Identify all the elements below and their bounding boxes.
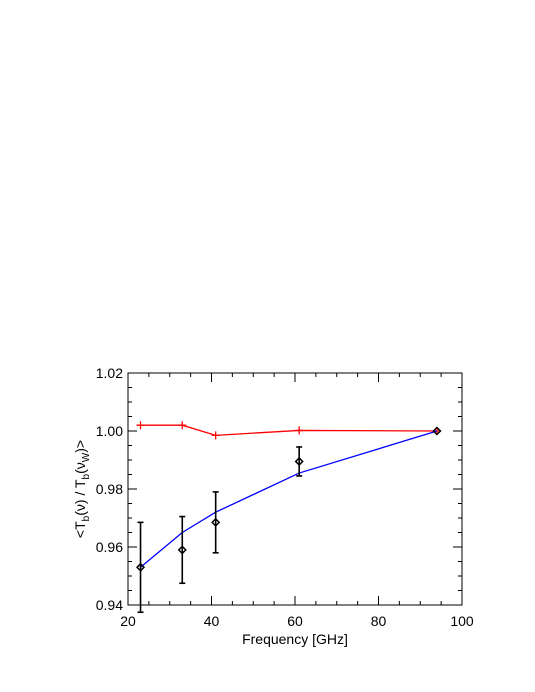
series-layer [135, 421, 442, 614]
plus-marker [295, 426, 304, 435]
x-tick-label: 80 [371, 613, 387, 629]
x-tick-label: 20 [120, 613, 136, 629]
y-title-part-2: (ν) / T [72, 479, 88, 516]
series-line [140, 424, 437, 437]
plus-marker [211, 431, 220, 440]
y-tick-label: 0.96 [96, 539, 123, 555]
y-title-sub-3: W [81, 452, 92, 462]
diamond-marker [177, 545, 187, 555]
y-title-part-4: )> [72, 440, 88, 453]
y-title-part-3: (ν [72, 462, 88, 474]
y-tick-label: 1.00 [96, 423, 123, 439]
diamond-marker [432, 426, 442, 436]
y-axis-title: <Tb(ν) / Tb(νW)> [72, 440, 92, 538]
y-tick-label: 0.98 [96, 481, 123, 497]
series-line [140, 430, 438, 568]
y-title-part-1: <T [72, 521, 88, 538]
plot-frame [127, 372, 463, 606]
diamond-marker [211, 517, 221, 527]
y-tick-label: 1.02 [96, 365, 123, 381]
x-tick-label: 40 [204, 613, 220, 629]
x-tick-label: 100 [450, 613, 474, 629]
x-axis-title: Frequency [GHz] [242, 631, 348, 647]
y-title-sub-1: b [81, 515, 92, 521]
plus-marker [178, 421, 187, 430]
y-title-sub-2: b [81, 473, 92, 479]
diamond-marker [135, 562, 146, 572]
tick-labels: 20 40 60 80 100 0.94 0.96 0.98 1.00 1.02 [96, 365, 474, 629]
diamond-marker [294, 456, 304, 467]
axis-ticks [127, 372, 463, 606]
plus-marker [136, 421, 145, 430]
y-tick-label: 0.94 [96, 597, 123, 613]
x-tick-label: 60 [287, 613, 303, 629]
